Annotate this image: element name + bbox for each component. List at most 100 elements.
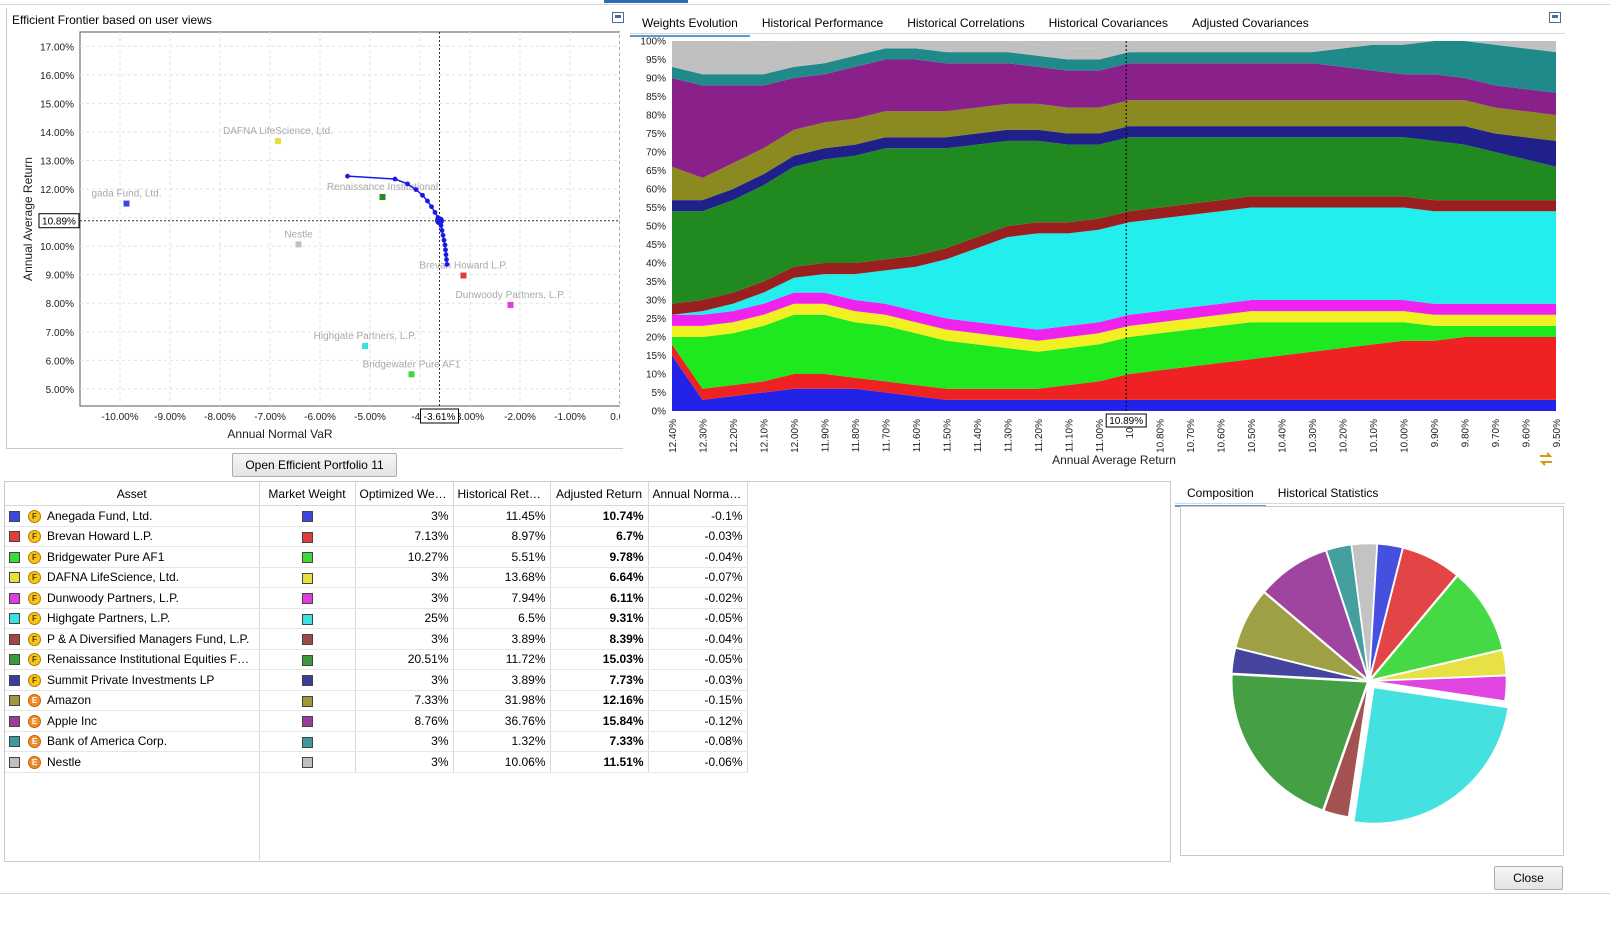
weight-area — [672, 292, 1556, 341]
y-tick-label: 16.00% — [40, 71, 74, 82]
composition-pie-chart[interactable] — [1181, 507, 1561, 853]
adjusted-return-cell[interactable]: 10.74% — [550, 505, 649, 527]
table-row[interactable]: E Amazon 7.33% 31.98% 12.16% -0.15% — [5, 690, 748, 711]
market-weight-cell — [259, 505, 356, 527]
open-efficient-portfolio-button[interactable]: Open Efficient Portfolio 11 — [232, 453, 397, 477]
frontier-point — [345, 173, 350, 179]
adjusted-return-cell[interactable]: 9.31% — [550, 608, 649, 629]
y-tick-label: 55% — [646, 203, 666, 214]
market-weight-swatch — [301, 675, 313, 687]
optimized-weight-cell[interactable]: 8.76% — [355, 710, 454, 732]
historical-return-cell: 8.97% — [453, 526, 551, 547]
optimized-weight-cell[interactable]: 3% — [355, 505, 454, 527]
table-row[interactable]: F DAFNA LifeScience, Ltd. 3% 13.68% 6.64% -0.… — [5, 567, 748, 588]
table-row[interactable]: F Renaissance Institutional Equities Fund… — [5, 649, 748, 670]
optimized-weight-cell[interactable]: 3% — [355, 587, 454, 609]
close-button[interactable]: Close — [1494, 866, 1563, 890]
weights-evolution-chart[interactable]: 0% 5% 10% 15% 20% 25% 30% 35% 40% 45% 50% 55% 60% 65%… — [630, 34, 1570, 474]
table-row[interactable]: F P & A Diversified Managers Fund, L.P. 3%… — [5, 628, 748, 650]
asset-cell[interactable]: E Amazon — [5, 690, 260, 711]
tab-historical-correlations[interactable]: Historical Correlations — [907, 16, 1025, 30]
pie-slice — [1370, 674, 1508, 702]
adjusted-return-cell[interactable]: 15.03% — [550, 649, 649, 670]
maximize-icon[interactable] — [1549, 12, 1561, 23]
x-tick-label: 10.70% — [1186, 419, 1197, 453]
weight-area — [672, 337, 1556, 400]
annual-var-cell: -0.15% — [648, 690, 748, 711]
asset-type-icon: E — [28, 714, 41, 728]
weight-area — [672, 126, 1556, 212]
optimized-weight-cell[interactable]: 7.33% — [355, 690, 454, 711]
adjusted-return-cell[interactable]: 11.51% — [550, 751, 649, 773]
x-tick-label: -9.00% — [154, 412, 186, 423]
efficient-frontier-chart[interactable]: 5.00%6.00%7.00%8.00%9.00%10.00%11.00%12.… — [6, 28, 620, 443]
asset-cell[interactable]: E Apple Inc — [5, 710, 260, 732]
x-tick-label: 10.00% — [1400, 419, 1411, 453]
table-row[interactable]: E Apple Inc 8.76% 36.76% 15.84% -0.12% — [5, 710, 748, 732]
historical-return-cell: 6.5% — [453, 608, 551, 629]
asset-cell[interactable]: F Dunwoody Partners, L.P. — [5, 587, 260, 609]
asset-cell[interactable]: F Anegada Fund, Ltd. — [5, 505, 260, 527]
optimized-weight-cell[interactable]: 3% — [355, 567, 454, 588]
asset-cell[interactable]: F DAFNA LifeScience, Ltd. — [5, 567, 260, 588]
column-header-annual-normal-var[interactable]: Annual Normal ... — [648, 482, 748, 506]
asset-cell[interactable]: F Brevan Howard L.P. — [5, 526, 260, 547]
asset-cell[interactable]: F Summit Private Investments LP — [5, 669, 260, 691]
adjusted-return-cell[interactable]: 6.7% — [550, 526, 649, 547]
composition-tabs: Composition Historical Statistics — [1175, 482, 1390, 507]
maximize-icon[interactable] — [612, 12, 624, 23]
adjusted-return-cell[interactable]: 15.84% — [550, 710, 649, 732]
swap-icon[interactable] — [1538, 451, 1554, 467]
optimized-weight-cell[interactable]: 7.13% — [355, 526, 454, 547]
optimized-weight-cell[interactable]: 3% — [355, 731, 454, 752]
table-row[interactable]: F Bridgewater Pure AF1 10.27% 5.51% 9.78% -0.… — [5, 546, 748, 568]
table-row[interactable]: F Anegada Fund, Ltd. 3% 11.45% 10.74% -0.1% — [5, 505, 748, 527]
asset-cell[interactable]: E Nestle — [5, 751, 260, 773]
table-row[interactable]: F Summit Private Investments LP 3% 3.89% 7.7… — [5, 669, 748, 691]
asset-cell[interactable]: F Renaissance Institutional Equities Fund… — [5, 649, 260, 670]
asset-cell[interactable]: E Bank of America Corp. — [5, 731, 260, 752]
tab-historical-performance[interactable]: Historical Performance — [761, 16, 884, 30]
asset-cell[interactable]: F Bridgewater Pure AF1 — [5, 546, 260, 568]
asset-cell[interactable]: F Highgate Partners, L.P. — [5, 608, 260, 629]
annual-var-cell: -0.05% — [648, 608, 748, 629]
table-row[interactable]: F Highgate Partners, L.P. 25% 6.5% 9.31% -0.0… — [5, 608, 748, 629]
adjusted-return-cell[interactable]: 7.33% — [550, 731, 649, 752]
historical-return-cell: 10.06% — [453, 751, 551, 773]
market-weight-swatch — [301, 757, 313, 769]
market-weight-cell — [259, 649, 356, 670]
tab-historical-covariances[interactable]: Historical Covariances — [1048, 16, 1168, 30]
adjusted-return-cell[interactable]: 7.73% — [550, 669, 649, 691]
column-header-adjusted-return[interactable]: Adjusted Return — [550, 482, 649, 506]
adjusted-return-cell[interactable]: 12.16% — [550, 690, 649, 711]
tab-weights-evolution[interactable]: Weights Evolution — [630, 12, 750, 37]
historical-return-cell: 11.72% — [453, 649, 551, 670]
table-row[interactable]: F Brevan Howard L.P. 7.13% 8.97% 6.7% -0.03% — [5, 526, 748, 547]
adjusted-return-cell[interactable]: 9.78% — [550, 546, 649, 568]
tab-historical-statistics[interactable]: Historical Statistics — [1277, 486, 1379, 500]
column-header-asset[interactable]: Asset — [5, 482, 260, 506]
y-tick-label: 100% — [640, 37, 666, 48]
optimized-weight-cell[interactable]: 25% — [355, 608, 454, 629]
column-header-market-weight[interactable]: Market Weight — [259, 482, 356, 506]
annual-var-cell: -0.12% — [648, 710, 748, 732]
pie-slice — [1234, 591, 1369, 682]
adjusted-return-cell[interactable]: 6.64% — [550, 567, 649, 588]
asset-point — [275, 138, 281, 145]
asset-cell[interactable]: F P & A Diversified Managers Fund, L.P. — [5, 628, 260, 650]
table-row[interactable]: E Bank of America Corp. 3% 1.32% 7.33% -0.08% — [5, 731, 748, 752]
optimized-weight-cell[interactable]: 3% — [355, 628, 454, 650]
adjusted-return-cell[interactable]: 8.39% — [550, 628, 649, 650]
column-header-optimized-weight[interactable]: Optimized Weig... — [355, 482, 454, 506]
frontier-point — [392, 176, 398, 182]
optimized-weight-cell[interactable]: 3% — [355, 751, 454, 773]
tab-adjusted-covariances[interactable]: Adjusted Covariances — [1191, 16, 1309, 30]
table-row[interactable]: E Nestle 3% 10.06% 11.51% -0.06% — [5, 751, 748, 773]
optimized-weight-cell[interactable]: 20.51% — [355, 649, 454, 670]
table-row[interactable]: F Dunwoody Partners, L.P. 3% 7.94% 6.11% -0.0… — [5, 587, 748, 609]
adjusted-return-cell[interactable]: 6.11% — [550, 587, 649, 609]
y-tick-label: 12.00% — [40, 185, 74, 196]
optimized-weight-cell[interactable]: 10.27% — [355, 546, 454, 568]
column-header-historical-return[interactable]: Historical Return — [453, 482, 551, 506]
optimized-weight-cell[interactable]: 3% — [355, 669, 454, 691]
